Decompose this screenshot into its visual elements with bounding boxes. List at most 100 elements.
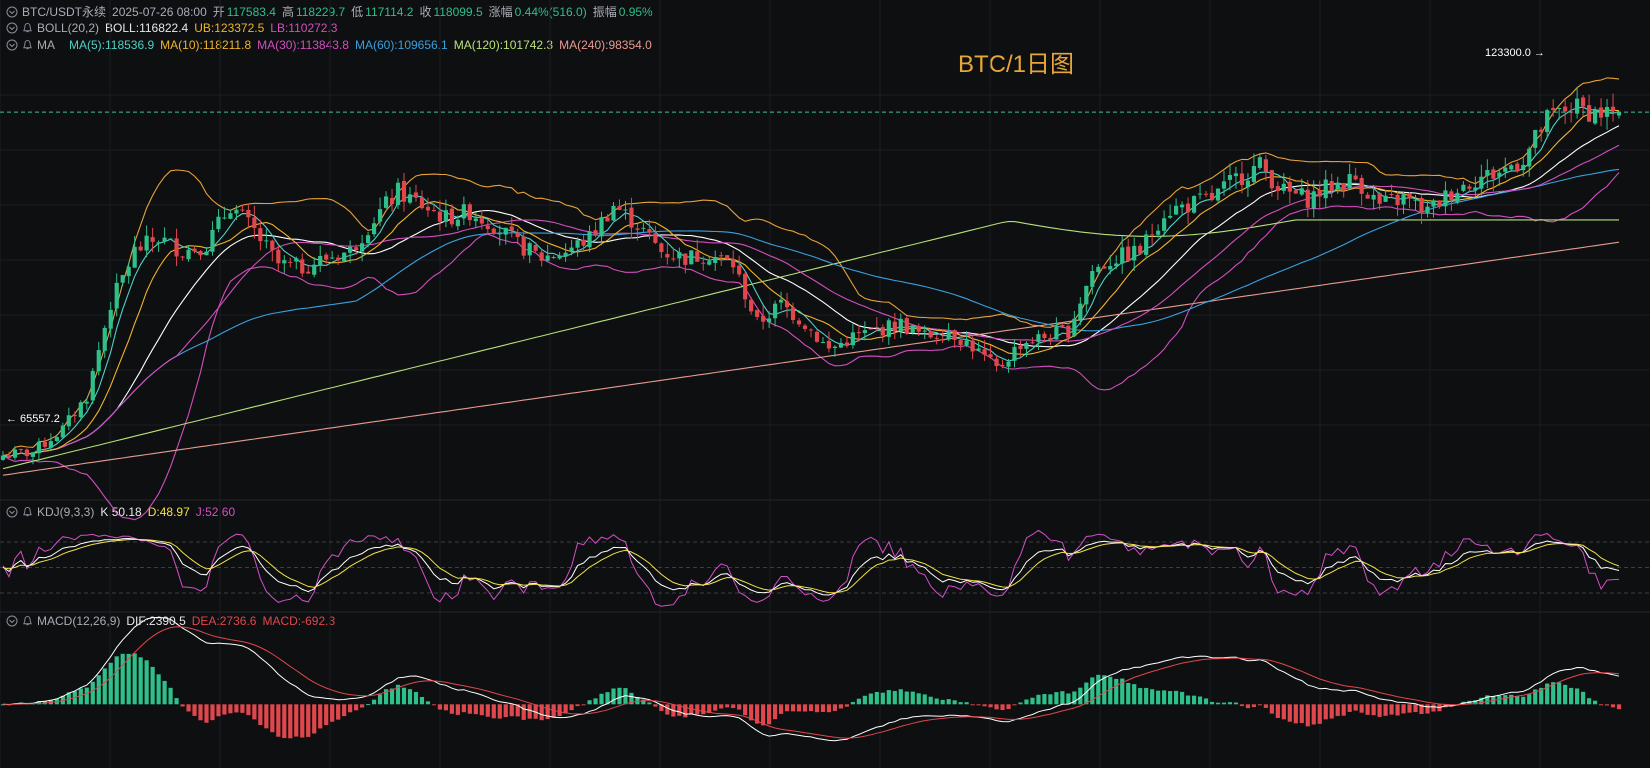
candle-body xyxy=(455,219,460,227)
macd-histogram-bar xyxy=(485,704,490,717)
macd-histogram-bar xyxy=(1329,704,1334,719)
candle-body xyxy=(1150,234,1155,236)
candle-body xyxy=(862,330,867,334)
candle-body xyxy=(1072,318,1077,337)
macd-histogram-bar xyxy=(312,704,317,734)
macd-histogram-bar xyxy=(282,704,287,739)
candle-body xyxy=(1335,182,1340,190)
macd-histogram-bar xyxy=(383,689,389,705)
chevron-down-icon[interactable] xyxy=(6,6,18,18)
open-value: 117583.4 xyxy=(226,4,276,19)
candle-body xyxy=(461,204,466,219)
macd-histogram-bar xyxy=(1138,688,1143,705)
candle-body xyxy=(228,213,233,219)
candle-body xyxy=(1389,194,1394,196)
macd-histogram-bar xyxy=(874,691,879,705)
candle-body xyxy=(695,251,700,262)
high-annotation: 123300.0 → xyxy=(1485,47,1545,59)
bell-icon[interactable] xyxy=(22,39,33,51)
candle-body xyxy=(1473,187,1478,191)
candle-body xyxy=(521,236,526,256)
chevron-down-icon[interactable] xyxy=(6,615,18,627)
candle-body xyxy=(1455,192,1460,203)
chevron-down-icon[interactable] xyxy=(6,22,18,34)
macd-label[interactable]: MACD(12,26,9) xyxy=(37,614,121,628)
candle-body xyxy=(126,266,131,277)
macd-histogram-bar xyxy=(1120,678,1125,705)
macd-histogram-bar xyxy=(461,704,466,713)
candle-body xyxy=(647,229,652,233)
candle-body xyxy=(36,441,41,454)
macd-histogram-bar xyxy=(1569,687,1574,705)
macd-histogram-bar xyxy=(1299,704,1304,723)
candle-body xyxy=(629,207,634,228)
macd-histogram-bar xyxy=(707,704,712,713)
macd-histogram-bar xyxy=(437,704,443,710)
macd-histogram-bar xyxy=(431,704,437,706)
macd-histogram-bar xyxy=(1227,702,1233,705)
candle-body xyxy=(587,231,592,248)
candle-body xyxy=(1048,338,1053,341)
macd-histogram-bar xyxy=(515,704,520,717)
macd-histogram-bar xyxy=(288,704,293,739)
candle-body xyxy=(180,256,185,258)
candle-body xyxy=(659,243,664,253)
candle-body xyxy=(796,320,802,325)
candle-body xyxy=(964,340,969,346)
macd-histogram-bar xyxy=(593,698,598,705)
bell-icon[interactable] xyxy=(22,615,33,627)
macd-histogram-bar xyxy=(1162,690,1167,705)
candle-body xyxy=(377,209,383,222)
kdj-label[interactable]: KDJ(9,3,3) xyxy=(37,505,95,519)
macd-histogram-bar xyxy=(186,704,191,712)
chevron-down-icon[interactable] xyxy=(6,39,18,51)
candle-body xyxy=(820,342,826,344)
macd-legend: MACD(12,26,9) DIF:2390.5 DEA:2736.6 MACD… xyxy=(6,614,341,628)
candle-body xyxy=(30,452,36,457)
candle-body xyxy=(503,227,508,235)
macd-histogram-bar xyxy=(1150,689,1155,705)
high-value: 118229.7 xyxy=(295,4,346,19)
candle-body xyxy=(1533,130,1538,148)
candle-body xyxy=(413,192,419,198)
candle-body xyxy=(856,332,861,334)
macd-histogram-bar xyxy=(940,699,945,705)
symbol-label[interactable]: BTC/USDT永续 xyxy=(22,5,107,19)
candle-body xyxy=(790,307,796,320)
boll-label[interactable]: BOLL(20,2) xyxy=(37,21,100,35)
boll-lower-line xyxy=(2,172,1620,521)
macd-histogram-bar xyxy=(814,704,820,713)
candle-body xyxy=(1485,170,1490,176)
macd-histogram-bar xyxy=(1185,695,1191,705)
macd-histogram-bar xyxy=(1090,677,1095,705)
candle-body xyxy=(132,246,137,268)
candle-body xyxy=(1449,191,1454,201)
ma5-line xyxy=(2,106,1620,458)
boll-lb: LB:110272.3 xyxy=(270,21,338,35)
boll-legend: BOLL(20,2) BOLL:116822.4 UB:123372.5 LB:… xyxy=(6,21,343,35)
candle-body xyxy=(910,325,915,333)
candle-body xyxy=(300,259,305,274)
macd-histogram-bar xyxy=(725,704,730,708)
macd-histogram-bar xyxy=(1066,693,1071,705)
ma120-line xyxy=(2,219,1619,470)
macd-histogram-bar xyxy=(360,704,365,708)
bell-icon[interactable] xyxy=(22,22,33,34)
change-label: 涨幅 xyxy=(488,5,513,19)
macd-histogram-bar xyxy=(1209,701,1215,705)
macd-histogram-bar xyxy=(270,704,275,733)
bell-icon[interactable] xyxy=(22,506,33,518)
candle-body xyxy=(192,248,197,252)
candle-body xyxy=(976,348,981,351)
macd-histogram-bar xyxy=(796,704,802,712)
ma-label[interactable]: MA xyxy=(37,38,55,52)
candle-body xyxy=(48,441,53,448)
candle-body xyxy=(527,243,532,256)
macd-histogram-bar xyxy=(150,666,155,705)
candle-body xyxy=(946,331,951,340)
chevron-down-icon[interactable] xyxy=(6,506,18,518)
candle-body xyxy=(1156,230,1161,235)
candle-body xyxy=(557,255,562,259)
candle-body xyxy=(1443,190,1448,207)
